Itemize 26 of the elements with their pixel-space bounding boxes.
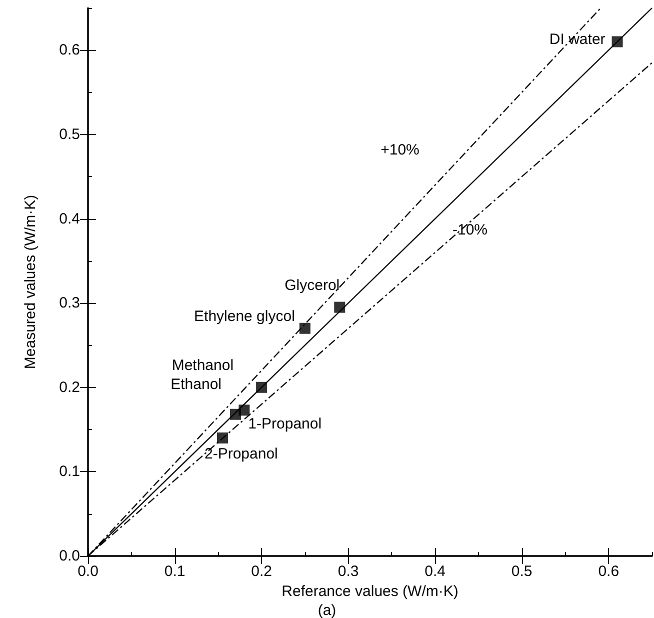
annotation: Ethylene glycol — [194, 308, 295, 325]
y-axis-title: Measured values (W/m·K) — [22, 194, 39, 370]
x-tick-label: 0.6 — [598, 563, 620, 580]
annotation: DI water — [549, 31, 606, 48]
x-tick-label: 0.0 — [78, 563, 98, 580]
annotation: Glycerol — [284, 276, 340, 294]
x-tick-label: 0.1 — [164, 563, 186, 580]
y-tick-label: 0.3 — [59, 294, 80, 312]
y-tick-label: 0.2 — [59, 378, 80, 396]
x-tick-label: 0.3 — [338, 563, 359, 580]
y-tick-label: 0.6 — [59, 42, 80, 59]
annotation: 2-Propanol — [204, 445, 278, 462]
y-tick-label: 0.0 — [59, 548, 80, 564]
annotation: Methanol — [172, 356, 234, 374]
y-tick-label: 0.5 — [59, 126, 80, 143]
x-tick-label: 0.2 — [251, 563, 272, 580]
annotation: -10% — [452, 222, 488, 238]
annotation: 1-Propanol — [248, 416, 322, 433]
annotation: Ethanol — [170, 376, 222, 393]
y-tick-label: 0.1 — [59, 463, 80, 480]
annotation: +10% — [380, 142, 420, 158]
text: (a) — [318, 602, 336, 618]
x-tick-label: 0.5 — [511, 563, 532, 580]
x-axis-title: Referance values (W/m·K) — [282, 582, 458, 600]
x-tick-label: 0.4 — [424, 563, 446, 580]
y-tick-label: 0.4 — [59, 210, 80, 228]
